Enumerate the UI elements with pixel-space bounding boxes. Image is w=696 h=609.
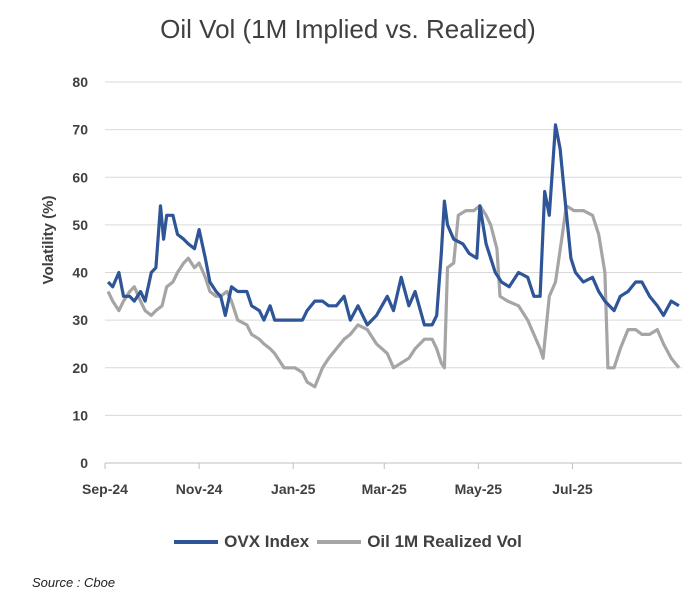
y-axis-label: Volatility (%) — [40, 196, 57, 285]
legend-label-realized: Oil 1M Realized Vol — [367, 532, 522, 551]
legend-swatch-realized — [317, 540, 362, 544]
chart-title: Oil Vol (1M Implied vs. Realized) — [160, 14, 536, 44]
x-tick-label: Mar-25 — [362, 481, 407, 497]
series-lines — [106, 123, 681, 389]
y-tick-label: 60 — [72, 169, 88, 185]
source-note: Source : Cboe — [32, 575, 116, 590]
legend-label-ovx: OVX Index — [224, 532, 310, 551]
y-tick-label: 50 — [72, 217, 88, 233]
y-tick-label: 30 — [72, 312, 88, 328]
y-tick-label: 80 — [72, 74, 88, 90]
y-tick-labels: 0 10 20 30 40 50 60 70 80 — [72, 74, 88, 471]
series-line-realized — [106, 204, 681, 389]
x-tick-label: Sep-24 — [82, 481, 128, 497]
y-tick-label: 40 — [72, 265, 88, 281]
x-tick-label: Nov-24 — [176, 481, 223, 497]
series-line-ovx — [106, 123, 680, 327]
legend-item-realized: Oil 1M Realized Vol — [317, 532, 522, 552]
y-tick-label: 10 — [72, 407, 88, 423]
y-tick-label: 70 — [72, 122, 88, 138]
y-tick-label: 20 — [72, 360, 88, 376]
y-tick-label: 0 — [80, 455, 88, 471]
x-tick-label: Jul-25 — [552, 481, 593, 497]
legend-item-ovx: OVX Index — [174, 532, 309, 552]
x-tick-label: May-25 — [455, 481, 503, 497]
x-tick-label: Jan-25 — [271, 481, 316, 497]
legend-swatch-ovx — [174, 540, 219, 544]
legend: OVX Index Oil 1M Realized Vol — [0, 532, 696, 552]
x-axis: Sep-24 Nov-24 Jan-25 Mar-25 May-25 Jul-25 — [82, 462, 682, 497]
